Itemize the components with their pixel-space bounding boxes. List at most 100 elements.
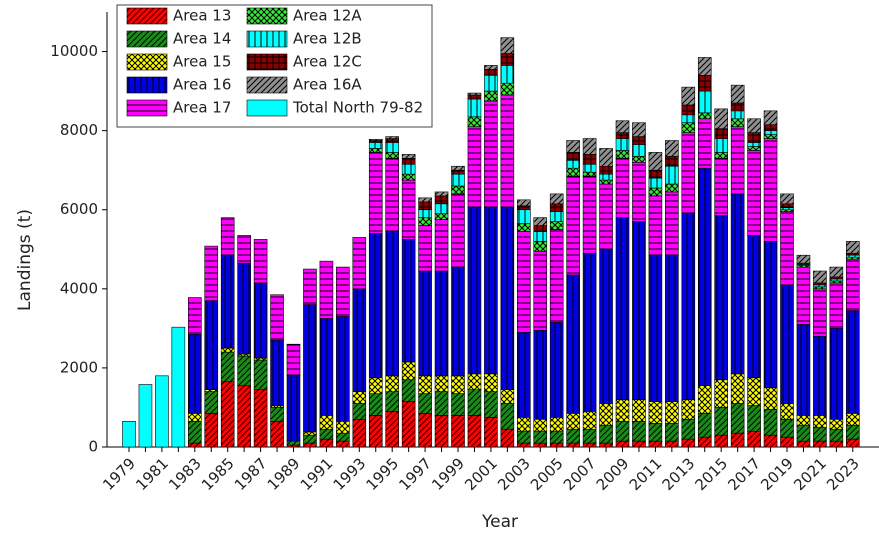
legend-swatch [126,30,168,48]
bar-segment [401,379,416,402]
bar-segment [500,65,515,84]
bar-segment [648,440,663,448]
bar-segment [204,413,219,448]
bar-segment [385,142,400,153]
bar-segment [845,438,860,448]
bar-segment [845,424,860,440]
x-tick-label: 2009 [593,454,633,494]
bar-segment [566,274,580,414]
bar-segment [566,140,580,153]
bar-segment [648,177,663,189]
bar-segment [697,436,712,448]
bar-segment [500,207,515,390]
bar-segment [484,373,498,392]
bar-segment [599,248,613,404]
bar-segment [549,322,564,418]
bar-segment [188,442,202,448]
bar-segment [566,152,580,161]
bar-segment [763,409,778,436]
bar-segment [730,126,745,195]
bar-segment [714,108,729,129]
bar-segment [615,150,630,159]
legend-label: Area 13 [173,7,231,25]
bar-segment [204,300,219,390]
bar-segment [681,122,696,133]
bar-segment [336,420,350,434]
legend-swatch [126,76,168,94]
bar-segment [813,440,827,448]
bar-segment [336,316,350,422]
bar-segment [434,213,449,220]
bar-segment [665,440,679,448]
bar-segment [747,377,761,406]
bar-segment [681,438,696,448]
bar-segment [500,53,515,66]
bar-segment [566,428,580,444]
bar-segment [533,430,548,444]
y-tick-label: 2000 [60,358,98,376]
bar-segment [582,171,597,177]
bar-segment [467,207,482,375]
bar-segment [549,442,564,448]
bar-segment [582,163,597,173]
legend-label: Total North 79-82 [292,99,423,117]
bar-segment [434,415,449,448]
bar-segment [599,183,613,250]
bar-segment [747,132,761,143]
bar-segment [615,440,630,448]
bar-segment [434,191,449,197]
bar-segment [763,130,778,135]
bar-segment [632,136,646,145]
bar-segment [467,126,482,209]
bar-segment [237,262,251,355]
bar-segment [681,86,696,106]
bar-segment [368,142,383,149]
x-tick-label: 1993 [330,454,370,494]
bar-segment [599,165,613,175]
bar-segment [352,237,367,290]
bar-segment [155,375,169,448]
bar-segment [582,428,597,444]
bar-segment [303,268,317,305]
y-tick-label: 6000 [60,200,98,218]
bar-segment [237,355,251,387]
bar-segment [813,426,827,442]
bar-segment [451,266,465,377]
bar-segment [484,417,498,448]
bar-segment [648,401,663,424]
x-tick-label: 2015 [691,454,731,494]
legend-swatch [126,7,168,25]
bar-segment [780,203,794,209]
bar-segment [845,413,860,426]
legend-swatch [246,30,288,48]
bar-segment [829,266,844,278]
bar-segment [714,128,729,139]
bar-segment [303,434,317,444]
bar-segment [780,211,794,286]
bar-segment [286,375,301,442]
bar-segment [533,442,548,448]
bar-segment [500,82,515,96]
bar-segment [336,266,350,317]
bar-segment [401,179,416,240]
bar-segment [467,92,482,96]
bar-segment [829,419,844,430]
bar-segment [484,69,498,76]
bar-segment [533,217,548,226]
bar-segment [763,434,778,448]
bar-segment [730,373,745,404]
bar-segment [204,245,219,301]
bar-segment [714,407,729,436]
bar-segment [516,231,531,333]
legend-swatch [126,99,168,117]
bar-segment [401,173,416,181]
bar-segment [303,442,317,448]
bar-segment [484,65,498,70]
bar-segment [599,403,613,426]
bar-segment [451,173,465,187]
bar-segment [385,152,400,159]
bar-segment [730,193,745,375]
bar-segment [451,193,465,268]
bar-segment [813,415,827,428]
bar-segment [352,391,367,404]
